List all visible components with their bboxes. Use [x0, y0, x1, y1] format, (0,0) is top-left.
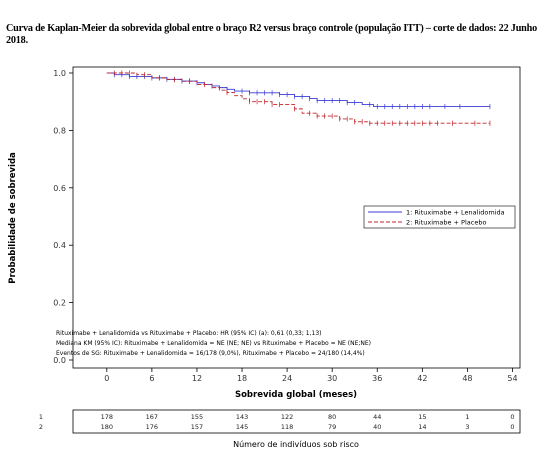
- risk-table-frame: [72, 409, 521, 434]
- x-tick-label: 30: [327, 374, 337, 383]
- x-tick-label: 0: [104, 374, 109, 383]
- x-tick-label: 48: [462, 374, 472, 383]
- y-axis-title: Probabilidade de sobrevida: [8, 152, 18, 284]
- survival-curve-series-2: [106, 72, 490, 124]
- x-axis-title: Sobrevida global (meses): [235, 390, 357, 400]
- risk-count: 155: [191, 413, 203, 421]
- x-tick-label: 36: [372, 374, 382, 383]
- risk-count: 118: [281, 423, 293, 431]
- risk-table: 1 178 167 155 143 122 80 44 15 1 02 180 176 157 145 118…: [39, 409, 521, 449]
- risk-count: 122: [281, 413, 293, 421]
- risk-count: 167: [146, 413, 158, 421]
- x-tick-label: 42: [417, 374, 427, 383]
- x-tick-label: 54: [507, 374, 517, 383]
- risk-count: 178: [101, 413, 113, 421]
- risk-count: 15: [418, 413, 426, 421]
- y-tick-label: 1.0: [53, 69, 66, 78]
- risk-count: 0: [510, 423, 514, 431]
- plot-frame: [72, 66, 521, 369]
- risk-count: 143: [236, 413, 248, 421]
- legend-label-series2: 2: Rituximabe + Placebo: [406, 219, 486, 227]
- risk-count: 1: [465, 413, 469, 421]
- risk-count: 3: [465, 423, 469, 431]
- x-tick-label: 24: [282, 374, 292, 383]
- legend-label-series1: 1: Rituximabe + Lenalidomida: [406, 209, 505, 217]
- risk-row-label: 2: [39, 423, 43, 431]
- y-tick-label: 0.0: [53, 356, 66, 365]
- annotation-hr: Rituximabe + Lenalidomida vs Rituximabe …: [56, 330, 321, 337]
- y-tick-label: 0.2: [53, 299, 66, 308]
- risk-count: 44: [373, 413, 381, 421]
- legend: 1: Rituximabe + Lenalidomida 2: Rituxima…: [363, 205, 516, 229]
- risk-count: 145: [236, 423, 248, 431]
- x-axis: 0 6 12 18 24 30 36 42 48 54: [104, 368, 518, 383]
- chart-title: Curva de Kaplan-Meier da sobrevida globa…: [6, 23, 537, 46]
- x-tick-label: 18: [237, 374, 247, 383]
- y-tick-label: 0.6: [53, 184, 66, 193]
- risk-count: 180: [101, 423, 113, 431]
- y-axis: 0.0 0.2 0.4 0.6 0.8 1.0: [53, 69, 73, 365]
- risk-count: 79: [328, 423, 336, 431]
- risk-count: 157: [191, 423, 203, 431]
- y-tick-label: 0.4: [53, 241, 66, 250]
- legend-box: [363, 205, 516, 229]
- annotation-median: Mediana KM (95% IC): Rituximabe + Lenali…: [56, 340, 371, 347]
- y-tick-label: 0.8: [53, 126, 66, 135]
- risk-count: 40: [373, 423, 381, 431]
- survival-curves: [106, 70, 491, 126]
- risk-count: 80: [328, 413, 336, 421]
- risk-count: 176: [146, 423, 158, 431]
- x-tick-label: 12: [192, 374, 202, 383]
- risk-table-title: Número de indivíduos sob risco: [233, 440, 359, 449]
- risk-row-label: 1: [39, 413, 43, 421]
- risk-count: 14: [418, 423, 426, 431]
- x-tick-label: 6: [149, 374, 154, 383]
- annotation-events: Eventos de SG: Rituximabe + Lenalidomida…: [56, 350, 365, 357]
- risk-count: 0: [510, 413, 514, 421]
